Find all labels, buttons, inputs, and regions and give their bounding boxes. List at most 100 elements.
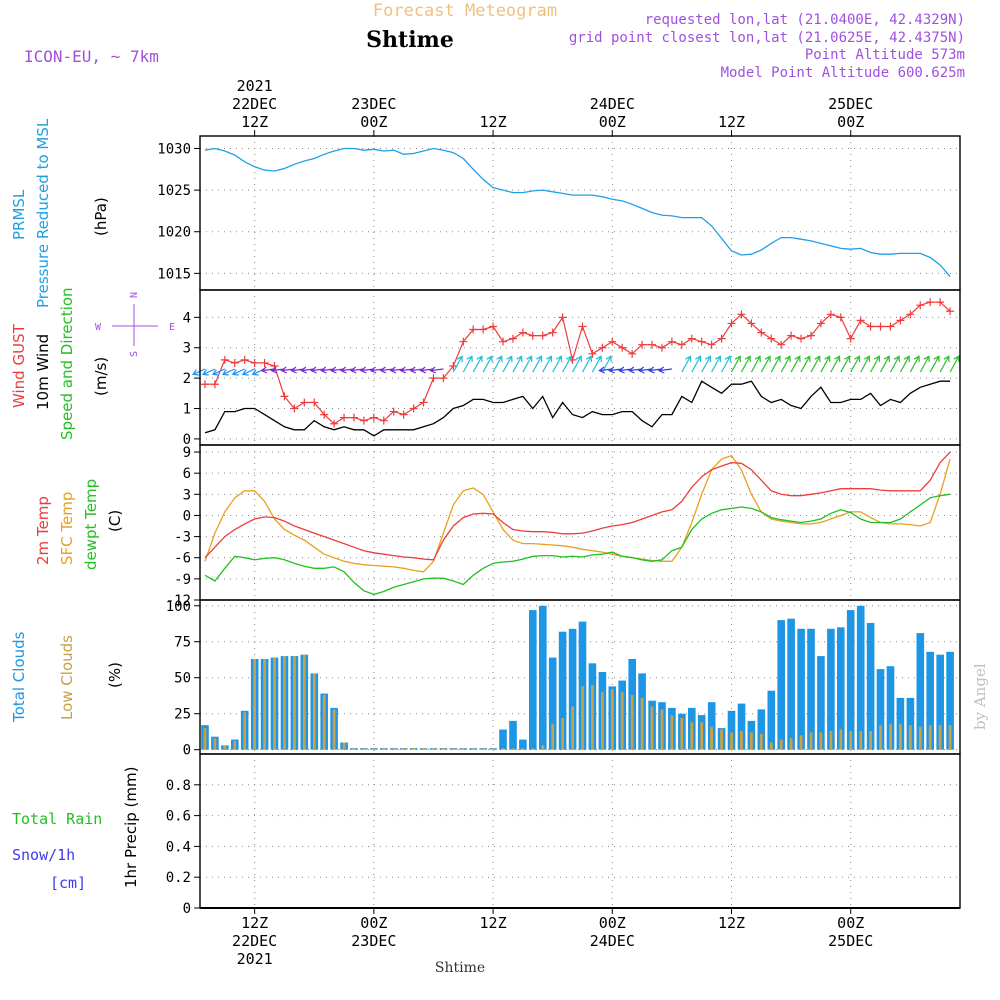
cloud-unit: (%) [106,662,124,688]
wind-direction-arrow [860,355,871,373]
wind-direction-arrow [492,355,503,373]
temp-labels: 2m Temp SFC Temp dewpt Temp (C) [34,479,124,570]
panel-frame-precip [199,753,961,909]
gust-marker [697,337,706,346]
gust-marker [280,392,289,401]
wind-direction-arrow [939,355,950,373]
low-cloud-bar [342,742,346,750]
gust-marker [797,334,806,343]
total-cloud-bar [777,620,785,750]
low-cloud-bar [859,731,863,750]
wind-direction-arrow [850,355,861,373]
total-cloud-bar [737,703,746,750]
compass-w: W [95,322,102,333]
total-cloud-bar [916,633,925,750]
y-tick-label: 1 [183,402,191,418]
total-cloud-bar [767,690,776,750]
bottom-time-label: 23DEC [351,932,396,950]
gust-marker [578,322,587,331]
low-cloud-bar [809,732,813,750]
total-cloud-bar [499,729,507,750]
gust-marker [677,340,686,349]
wind-10m-label: 10m Wind [34,334,52,410]
precip-unit: 1hr Precip (mm) [122,767,140,888]
wind-dir-label: Speed and Direction [58,287,76,440]
total-cloud-bar [837,627,845,750]
low-cloud-bar [451,748,455,750]
gust-marker [717,334,726,343]
gust-marker [220,355,229,364]
cloud-panel: 0 25 50 75 100 [166,599,954,759]
bottom-time-label: 12Z [480,914,507,932]
cloud-low-label: Low Clouds [58,635,76,720]
wind-direction-arrow [760,355,771,373]
gust-marker [558,313,567,322]
gust-marker [419,398,428,407]
gust-marker [518,328,527,337]
wind-direction-arrow [221,368,236,376]
gust-marker [538,331,547,340]
gust-marker [906,310,915,319]
pressure-label-msl: Pressure Reduced to MSL [34,118,52,308]
wind-labels: Wind GUST 10m Wind Speed and Direction (… [10,287,175,440]
total-cloud-bar [509,720,517,750]
compass-s: S [129,351,140,357]
low-cloud-bar [213,738,217,750]
gust-marker [707,340,716,349]
wind-direction-arrow [721,355,732,373]
total-cloud-bar [817,656,825,750]
total-cloud-bar [936,654,944,750]
temp-2m-label: 2m Temp [34,496,52,565]
gust-marker [260,358,269,367]
total-cloud-bar [846,610,855,750]
low-cloud-bar [660,709,664,750]
y-tick-label: 3 [183,341,191,357]
gust-marker [499,337,508,346]
low-cloud-bar [372,748,376,750]
gust-marker [628,349,637,358]
low-cloud-bar [918,726,922,750]
total-cloud-bar [707,702,716,750]
pressure-labels: PRMSL Pressure Reduced to MSL (hPa) [10,118,110,308]
total-cloud-bar [787,618,795,750]
gust-marker [409,404,418,413]
total-cloud-bar [797,628,805,750]
low-cloud-bar [521,748,525,750]
y-tick-label: 1015 [157,266,191,282]
total-cloud-bar [856,605,865,750]
wind-direction-arrow [452,355,463,373]
gust-marker [310,398,319,407]
low-cloud-bar [879,725,882,750]
wind-direction-arrow [691,355,702,373]
top-time-label: 25DEC [828,95,873,113]
y-tick-label: 75 [174,635,191,651]
gust-marker [200,380,209,389]
gust-marker [359,416,368,425]
gust-marker [767,334,776,343]
gust-marker [816,319,825,328]
low-cloud-bar [620,692,624,750]
low-cloud-bar [720,729,723,750]
wind-gust-label: Wind GUST [10,323,28,408]
pressure-panel: 1015 1020 1025 1030 [157,141,951,282]
low-cloud-bar [422,748,425,750]
gust-marker [429,374,438,383]
low-cloud-bar [273,657,276,750]
low-cloud-bar [392,748,396,750]
panel-frames [199,135,961,909]
top-time-label: 00Z [360,113,387,131]
wind-unit: (m/s) [92,357,110,396]
low-cloud-bar [630,695,634,750]
total-cloud-bar [906,697,915,750]
gust-marker [946,307,955,316]
low-cloud-bar [819,732,823,750]
wind-panel: 0 1 2 3 4 [183,298,960,448]
precip-rain-label: Total Rain [12,810,102,828]
low-cloud-bar [283,656,286,750]
gust-marker [667,337,676,346]
bottom-time-label: 22DEC [232,932,277,950]
total-cloud-bar [548,657,557,750]
total-cloud-bar [529,610,537,750]
